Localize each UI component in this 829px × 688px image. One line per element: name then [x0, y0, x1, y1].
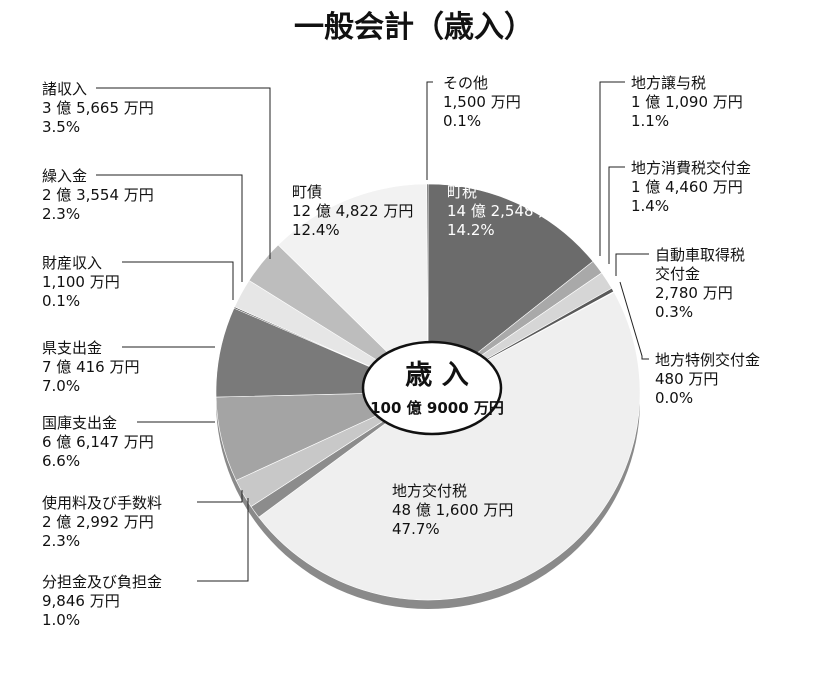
slice-label-percent: 6.6% — [42, 452, 80, 470]
slice-label-amount: 48 億 1,600 万円 — [392, 501, 513, 519]
slice-label-amount: 1 億 1,090 万円 — [631, 93, 743, 111]
slice-label-name: 分担金及び負担金 — [42, 573, 162, 591]
leader-lines — [96, 81, 649, 582]
slice-label-name: 繰入金 — [42, 167, 87, 185]
slice-label-percent: 0.0% — [655, 389, 693, 407]
slice-label-name: 地方消費税交付金 — [631, 159, 751, 177]
center-total: 100 億 9000 万円 — [370, 399, 504, 417]
slice-label-name: 使用料及び手数料 — [42, 494, 162, 512]
slice-label-amount: 12 億 4,822 万円 — [292, 202, 413, 220]
center-ellipse — [361, 340, 503, 436]
slice-label-name: 町税 — [447, 183, 477, 201]
slice-label-amount: 2 億 3,554 万円 — [42, 186, 154, 204]
slice-label-amount: 7 億 416 万円 — [42, 358, 139, 376]
slice-label-percent: 1.1% — [631, 112, 669, 130]
slice-label-percent: 2.3% — [42, 205, 80, 223]
slice-label-percent: 0.3% — [655, 303, 693, 321]
center-badge: 歳 入 100 億 9000 万円 — [361, 340, 504, 436]
slice-label-name: 諸収入 — [42, 80, 87, 98]
pie-slice — [258, 291, 641, 601]
slice-label-name: 地方交付税 — [392, 482, 467, 500]
slice-label-amount: 9,846 万円 — [42, 592, 120, 610]
slice-label-name: 地方特例交付金 — [655, 351, 760, 369]
slice-label-amount: 2,780 万円 — [655, 284, 733, 302]
slice-label-percent: 0.1% — [443, 112, 481, 130]
leader-line — [197, 498, 249, 582]
slice-label-percent: 47.7% — [392, 520, 440, 538]
slice-label-percent: 3.5% — [42, 118, 80, 136]
leader-line — [615, 253, 649, 276]
slice-label-percent: 12.4% — [292, 221, 340, 239]
slice-label-amount: 1 億 4,460 万円 — [631, 178, 743, 196]
leader-line — [96, 87, 271, 259]
chart-title: 一般会計（歳入） — [294, 10, 534, 45]
slice-label-name: その他 — [443, 74, 488, 92]
slice-label-percent: 1.4% — [631, 197, 669, 215]
slice-label-name: 町債 — [292, 183, 322, 201]
slice-label-amount: 1,500 万円 — [443, 93, 521, 111]
pie-slice — [277, 183, 429, 393]
slice-label-percent: 7.0% — [42, 377, 80, 395]
slice-label-name: 国庫支出金 — [42, 414, 117, 432]
slice-label-name: 地方譲与税 — [631, 74, 706, 92]
slice-label-name: 自動車取得税 — [655, 246, 745, 264]
leader-line — [608, 166, 625, 264]
center-label: 歳 入 — [405, 360, 468, 391]
slice-label-amount: 3 億 5,665 万円 — [42, 99, 154, 117]
leader-line — [96, 174, 243, 282]
pie-slice — [426, 183, 429, 393]
slice-label-name: 県支出金 — [42, 339, 102, 357]
slice-label-percent: 0.1% — [42, 292, 80, 310]
slice-label-amount: 14 億 2,548 万円 — [447, 202, 568, 220]
slice-label-percent: 1.0% — [42, 611, 80, 629]
slice-label-amount: 2 億 2,992 万円 — [42, 513, 154, 531]
slice-label-name: 財産収入 — [42, 254, 102, 272]
leader-line — [122, 261, 234, 300]
slice-label-percent: 14.2% — [447, 221, 495, 239]
slice-label-amount: 6 億 6,147 万円 — [42, 433, 154, 451]
slice-label-name: 交付金 — [655, 265, 700, 283]
leader-line — [599, 81, 625, 256]
pie-slice — [427, 183, 594, 393]
leader-line — [197, 490, 243, 503]
leader-line — [426, 81, 433, 180]
slice-label-amount: 480 万円 — [655, 370, 718, 388]
slice-label-percent: 2.3% — [42, 532, 80, 550]
slice-label-amount: 1,100 万円 — [42, 273, 120, 291]
leader-line — [619, 281, 649, 360]
